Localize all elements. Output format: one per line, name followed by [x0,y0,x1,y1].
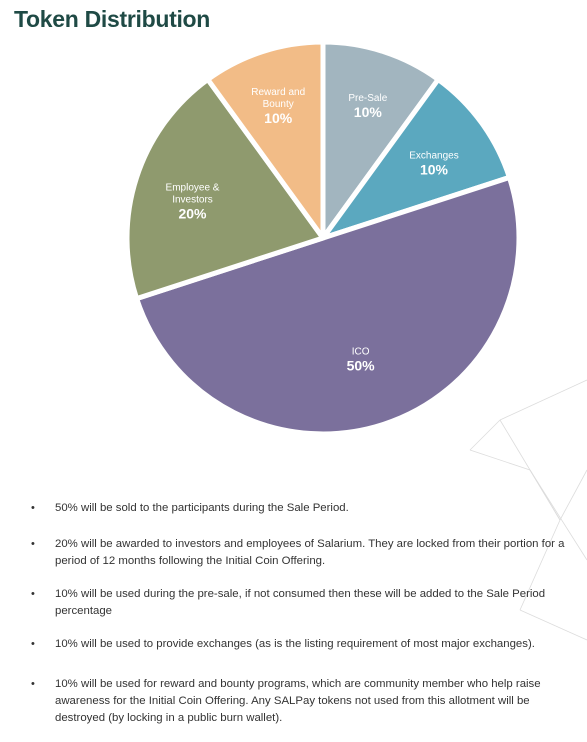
pie-slice-label: Exchanges [409,150,458,161]
note-text: 50% will be sold to the participants dur… [55,502,349,514]
pie-slice-pre-sale [320,39,441,241]
pie-slice-label: Reward and [251,87,305,98]
pie-slice-label: ICO [352,347,370,358]
pie-slice-employee-investors [124,76,326,302]
pie-slice-ico [134,174,522,437]
pie-slice-exchanges [320,76,512,241]
pie-slice-value: 10% [354,104,383,120]
bullet-icon: • [31,678,35,690]
bullet-icon: • [31,638,35,650]
pie-slice-value: 10% [264,110,293,126]
note-text: 10% will be used during the pre-sale, if… [55,588,546,617]
bullet-icon: • [31,538,35,550]
pie-slice-label: Pre-Sale [348,93,387,104]
pie-slice-label: Employee & [166,183,220,194]
pie-slice-value: 20% [178,206,207,222]
pie-slice-value: 10% [420,161,449,177]
page-title: Token Distribution [14,6,211,32]
pie-slice-label: Investors [172,195,213,206]
pie-slice-value: 50% [347,358,376,374]
bullet-icon: • [31,502,35,514]
note-text: 10% will be used to provide exchanges (a… [55,638,535,650]
bullet-icon: • [31,588,35,600]
note-text: 10% will be used for reward and bounty p… [55,678,541,724]
pie-slice-reward-and-bounty [205,39,326,241]
note-text: 20% will be awarded to investors and emp… [55,538,565,567]
pie-slice-label: Bounty [263,99,294,110]
